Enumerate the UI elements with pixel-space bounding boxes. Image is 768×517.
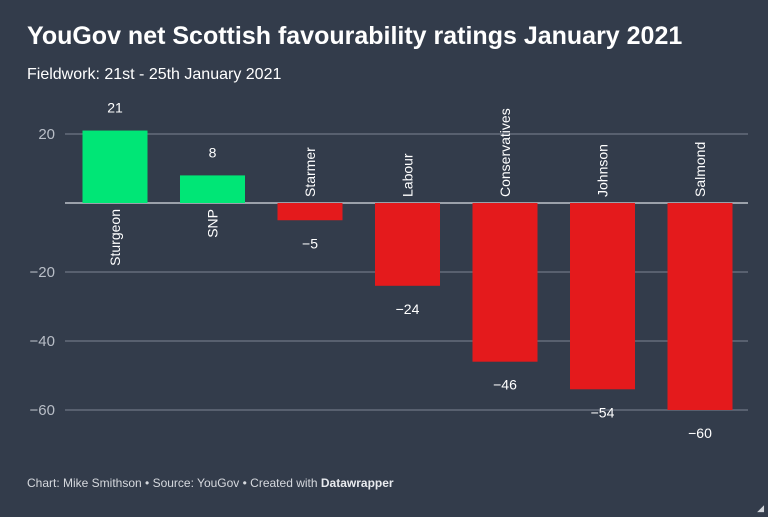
- value-label: −60: [688, 425, 712, 441]
- value-label: 8: [209, 144, 217, 160]
- resize-handle-icon[interactable]: ◢: [757, 503, 764, 513]
- value-label: 21: [107, 100, 123, 116]
- bar-johnson: [570, 203, 635, 390]
- chart-credits: Chart: Mike Smithson • Source: YouGov • …: [27, 476, 394, 490]
- value-label: −46: [493, 377, 517, 393]
- category-label: Conservatives: [497, 108, 513, 197]
- credits-text: Chart: Mike Smithson • Source: YouGov • …: [27, 476, 321, 490]
- bar-sturgeon: [82, 130, 148, 203]
- value-label: −24: [396, 301, 420, 317]
- category-label: Johnson: [595, 144, 611, 197]
- y-tick-label: −60: [30, 402, 55, 419]
- category-label: Starmer: [302, 147, 318, 197]
- category-label: Sturgeon: [107, 209, 123, 266]
- bar-labour: [375, 203, 440, 286]
- y-tick-label: 20: [38, 126, 55, 143]
- bar-salmond: [667, 203, 733, 410]
- category-label: Salmond: [692, 142, 708, 197]
- y-tick-label: −40: [30, 333, 55, 350]
- credits-brand[interactable]: Datawrapper: [320, 476, 394, 490]
- category-label: Labour: [400, 153, 416, 197]
- y-tick-label: −20: [30, 264, 55, 281]
- category-label: SNP: [205, 209, 221, 238]
- bar-snp: [180, 175, 245, 203]
- bar-starmer: [277, 203, 343, 221]
- chart-title: YouGov net Scottish favourability rating…: [27, 22, 683, 50]
- bar-conservatives: [472, 203, 538, 362]
- chart-subtitle: Fieldwork: 21st - 25th January 2021: [27, 66, 282, 83]
- value-label: −5: [302, 235, 318, 251]
- value-label: −54: [591, 404, 615, 420]
